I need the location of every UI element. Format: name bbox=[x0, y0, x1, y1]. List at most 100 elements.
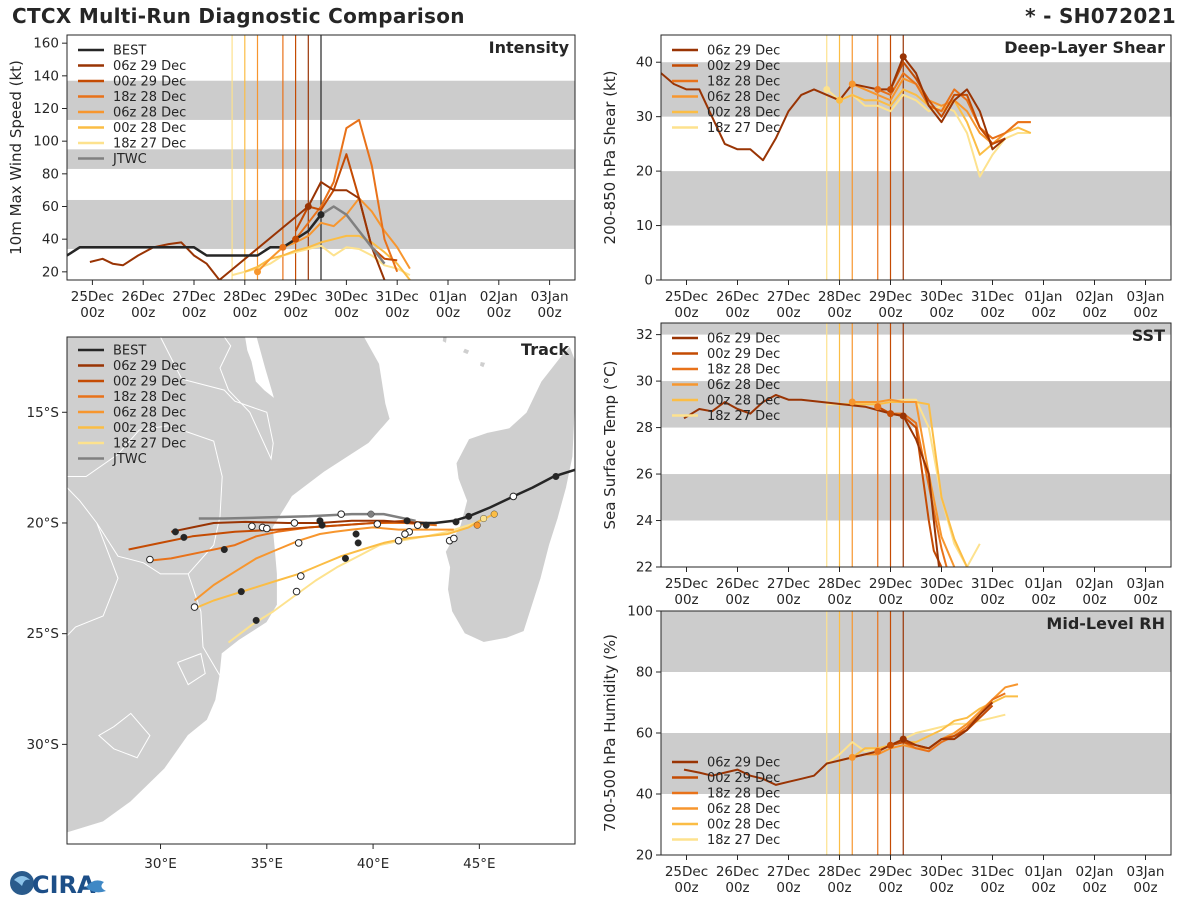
data-point bbox=[848, 398, 856, 406]
shear-frame bbox=[660, 34, 1172, 281]
x-tick-date: 27Dec bbox=[767, 576, 810, 592]
data-point bbox=[899, 53, 907, 61]
track-position-marker bbox=[413, 521, 422, 529]
track-position-marker bbox=[480, 515, 488, 523]
data-point bbox=[823, 85, 831, 93]
sst-panel: 22242628303225Dec00z26Dec00z27Dec00z28De… bbox=[601, 322, 1172, 608]
x-tick-hour: 00z bbox=[980, 592, 1004, 608]
data-point bbox=[899, 412, 907, 420]
x-tick-date: 03Jan bbox=[1127, 289, 1165, 305]
series-line-06z-28-dec bbox=[851, 77, 1031, 145]
track-position-marker bbox=[452, 518, 460, 526]
data-point bbox=[899, 735, 907, 743]
x-tick-date: 31Dec bbox=[971, 576, 1014, 592]
track-position-marker bbox=[422, 521, 430, 529]
legend-label: 00z 29 Dec bbox=[113, 375, 186, 390]
y-tick-label: 140 bbox=[33, 68, 59, 84]
x-tick-date: 27Dec bbox=[172, 289, 215, 305]
shear-panel: 01020304025Dec00z26Dec00z27Dec00z28Dec00… bbox=[601, 34, 1172, 321]
data-point bbox=[874, 403, 882, 411]
land-africa bbox=[67, 337, 391, 834]
lon-tick-label: 35°E bbox=[251, 856, 283, 872]
shade-band-2 bbox=[661, 323, 1171, 335]
legend-label: JTWC bbox=[112, 152, 147, 167]
series-line-06z-28-dec bbox=[852, 398, 956, 567]
x-tick-date: 01Jan bbox=[1025, 864, 1063, 880]
x-tick-hour: 00z bbox=[980, 305, 1004, 321]
x-tick-date: 27Dec bbox=[767, 864, 810, 880]
y-axis-label: 700-500 hPa Humidity (%) bbox=[601, 634, 619, 832]
track-position-marker bbox=[337, 510, 345, 518]
legend-label: 06z 29 Dec bbox=[113, 59, 186, 74]
legend-label: 18z 27 Dec bbox=[707, 409, 780, 424]
legend-label: 18z 28 Dec bbox=[707, 787, 780, 802]
y-tick-label: 40 bbox=[636, 787, 653, 803]
intensity-panel: 2040608010012014016025Dec00z26Dec00z27De… bbox=[7, 34, 576, 321]
x-tick-date: 01Jan bbox=[429, 289, 467, 305]
data-point bbox=[836, 96, 843, 104]
x-tick-hour: 00z bbox=[827, 880, 851, 896]
track-position-marker bbox=[450, 534, 458, 543]
track-position-marker bbox=[220, 546, 228, 554]
track-position-marker bbox=[292, 587, 301, 596]
legend-label: 06z 29 Dec bbox=[707, 756, 780, 771]
x-tick-date: 30Dec bbox=[325, 289, 368, 305]
track-line-18z-27-dec bbox=[227, 517, 489, 644]
track-position-marker bbox=[394, 536, 403, 545]
y-tick-label: 20 bbox=[636, 164, 653, 180]
track-line-jtwc bbox=[198, 512, 416, 523]
x-tick-date: 25Dec bbox=[665, 864, 708, 880]
x-tick-date: 25Dec bbox=[665, 289, 708, 305]
y-tick-label: 32 bbox=[636, 327, 653, 343]
x-tick-date: 28Dec bbox=[818, 864, 861, 880]
data-point bbox=[317, 211, 325, 219]
country-border bbox=[177, 652, 206, 686]
land-comoros-3 bbox=[478, 360, 487, 369]
series-line-18z-27-dec bbox=[826, 88, 1031, 178]
shade-band-0 bbox=[661, 171, 1171, 226]
x-tick-hour: 00z bbox=[929, 592, 953, 608]
legend-label: 06z 28 Dec bbox=[707, 378, 780, 393]
rh-panel: 2040608010025Dec00z26Dec00z27Dec00z28Dec… bbox=[601, 604, 1172, 896]
track-frame bbox=[66, 336, 576, 845]
x-tick-date: 03Jan bbox=[1127, 576, 1165, 592]
x-tick-date: 31Dec bbox=[971, 289, 1014, 305]
data-point bbox=[874, 747, 882, 755]
x-tick-date: 29Dec bbox=[274, 289, 317, 305]
legend-label: 18z 27 Dec bbox=[707, 121, 780, 136]
track-position-marker bbox=[465, 512, 473, 520]
series-line-00z-29-dec bbox=[889, 61, 1006, 145]
shade-band-1 bbox=[661, 611, 1171, 672]
track-line-06z-29-dec bbox=[170, 519, 416, 533]
cloud-swirl-icon bbox=[86, 880, 106, 893]
y-tick-label: 30 bbox=[636, 109, 653, 125]
y-tick-label: 60 bbox=[636, 726, 653, 742]
legend-label: 06z 28 Dec bbox=[113, 406, 186, 421]
x-tick-date: 29Dec bbox=[869, 289, 912, 305]
cira-logo: CIRA bbox=[10, 871, 106, 899]
shade-band-0 bbox=[661, 733, 1171, 794]
y-axis-label: 10m Max Wind Speed (kt) bbox=[7, 60, 25, 255]
track-line-06z-28-dec bbox=[193, 526, 454, 602]
series-line-06z-29-dec bbox=[89, 181, 386, 280]
x-tick-hour: 00z bbox=[80, 305, 104, 321]
track-position-marker bbox=[490, 510, 498, 518]
x-tick-hour: 00z bbox=[776, 880, 800, 896]
track-position-marker bbox=[552, 472, 560, 480]
series-line-06z-29-dec bbox=[661, 55, 1006, 162]
land-comoros-1 bbox=[441, 337, 448, 345]
data-point bbox=[887, 85, 894, 93]
y-tick-label: 80 bbox=[636, 665, 653, 681]
x-tick-hour: 00z bbox=[929, 880, 953, 896]
water-lake-malawi bbox=[245, 337, 274, 398]
lon-tick-label: 40°E bbox=[357, 856, 389, 872]
y-tick-label: 22 bbox=[636, 560, 653, 576]
panel-title: Deep-Layer Shear bbox=[1004, 38, 1165, 57]
legend-label: 18z 27 Dec bbox=[707, 833, 780, 848]
x-tick-hour: 00z bbox=[980, 880, 1004, 896]
track-position-marker bbox=[262, 524, 271, 533]
legend-label: BEST bbox=[113, 44, 146, 59]
legend-label: 18z 28 Dec bbox=[707, 363, 780, 378]
x-tick-date: 02Jan bbox=[1076, 289, 1114, 305]
track-panel: 30°E 35°E 40°E 45°E 15°S 20°S 25°S 30°S Track BES… bbox=[27, 336, 576, 872]
